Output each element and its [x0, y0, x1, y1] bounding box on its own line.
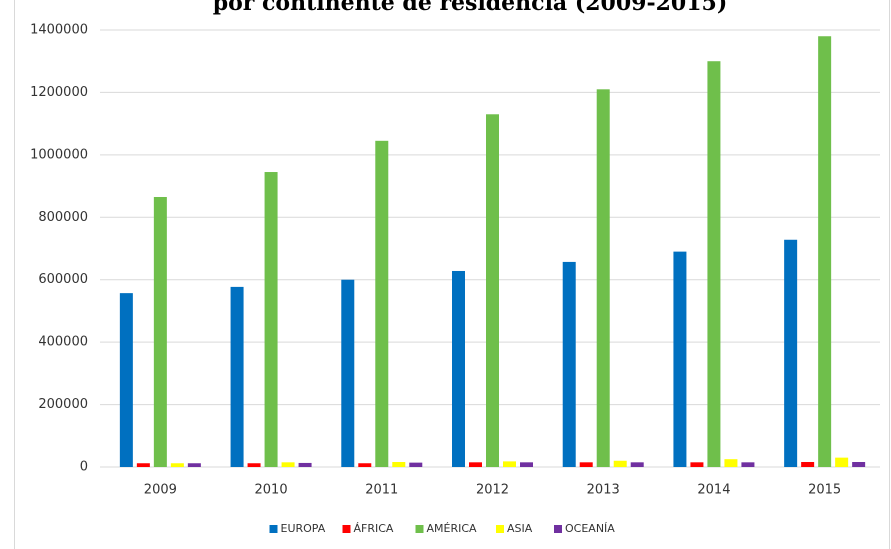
bar — [630, 462, 644, 467]
y-tick-label: 600000 — [38, 272, 88, 287]
bar — [136, 463, 150, 467]
bar — [503, 461, 516, 467]
x-tick-label: 2010 — [255, 483, 288, 498]
y-tick-label: 1000000 — [30, 147, 88, 162]
x-tick-label: 2012 — [476, 483, 509, 498]
y-tick-label: 0 — [80, 460, 88, 475]
bar — [298, 462, 312, 467]
legend-swatch — [342, 525, 351, 533]
bar — [741, 462, 755, 467]
bar — [392, 462, 406, 467]
x-tick-label: 2013 — [587, 483, 620, 498]
legend-label: AMÉRICA — [427, 522, 478, 535]
bar — [784, 239, 798, 467]
bar — [520, 462, 533, 467]
bar — [835, 457, 849, 467]
bar — [375, 140, 389, 467]
bar — [119, 293, 133, 467]
bar — [452, 270, 465, 467]
bar — [562, 261, 576, 467]
bar — [281, 462, 295, 467]
bar — [579, 462, 593, 467]
legend-label: EUROPA — [281, 522, 326, 535]
bar — [469, 462, 482, 467]
bar — [673, 251, 687, 467]
legend-label: ASIA — [507, 522, 533, 535]
legend-swatch — [496, 525, 504, 533]
legend-label: OCEANÍA — [565, 522, 615, 535]
bar — [690, 462, 704, 467]
bar — [724, 459, 738, 467]
bar — [230, 286, 244, 467]
legend-swatch — [415, 525, 424, 533]
x-tick-label: 2015 — [808, 483, 841, 498]
legend-swatch — [269, 525, 278, 533]
bar — [818, 36, 832, 467]
x-tick-label: 2011 — [365, 483, 398, 498]
bar — [264, 172, 278, 467]
bar — [801, 462, 815, 467]
bar — [187, 463, 201, 467]
bar — [247, 463, 261, 467]
bar — [596, 89, 610, 468]
bar — [707, 61, 721, 467]
y-tick-label: 400000 — [38, 335, 88, 350]
legend-swatch — [554, 525, 562, 533]
bar — [409, 462, 423, 467]
bar — [852, 462, 866, 467]
legend-label: ÁFRICA — [354, 522, 394, 535]
chart-title: por continente de residencia (2009-2015) — [213, 0, 728, 16]
bar — [358, 463, 372, 467]
bar — [170, 463, 184, 467]
chart-border — [14, 0, 890, 549]
bar — [613, 460, 627, 467]
y-tick-label: 800000 — [38, 210, 88, 225]
bar — [486, 114, 499, 468]
x-tick-label: 2014 — [697, 483, 730, 498]
y-tick-label: 1400000 — [30, 23, 88, 38]
bar — [341, 279, 355, 467]
y-tick-label: 1200000 — [30, 85, 88, 100]
bar — [153, 196, 167, 467]
y-tick-label: 200000 — [38, 397, 88, 412]
x-tick-label: 2009 — [144, 483, 177, 498]
